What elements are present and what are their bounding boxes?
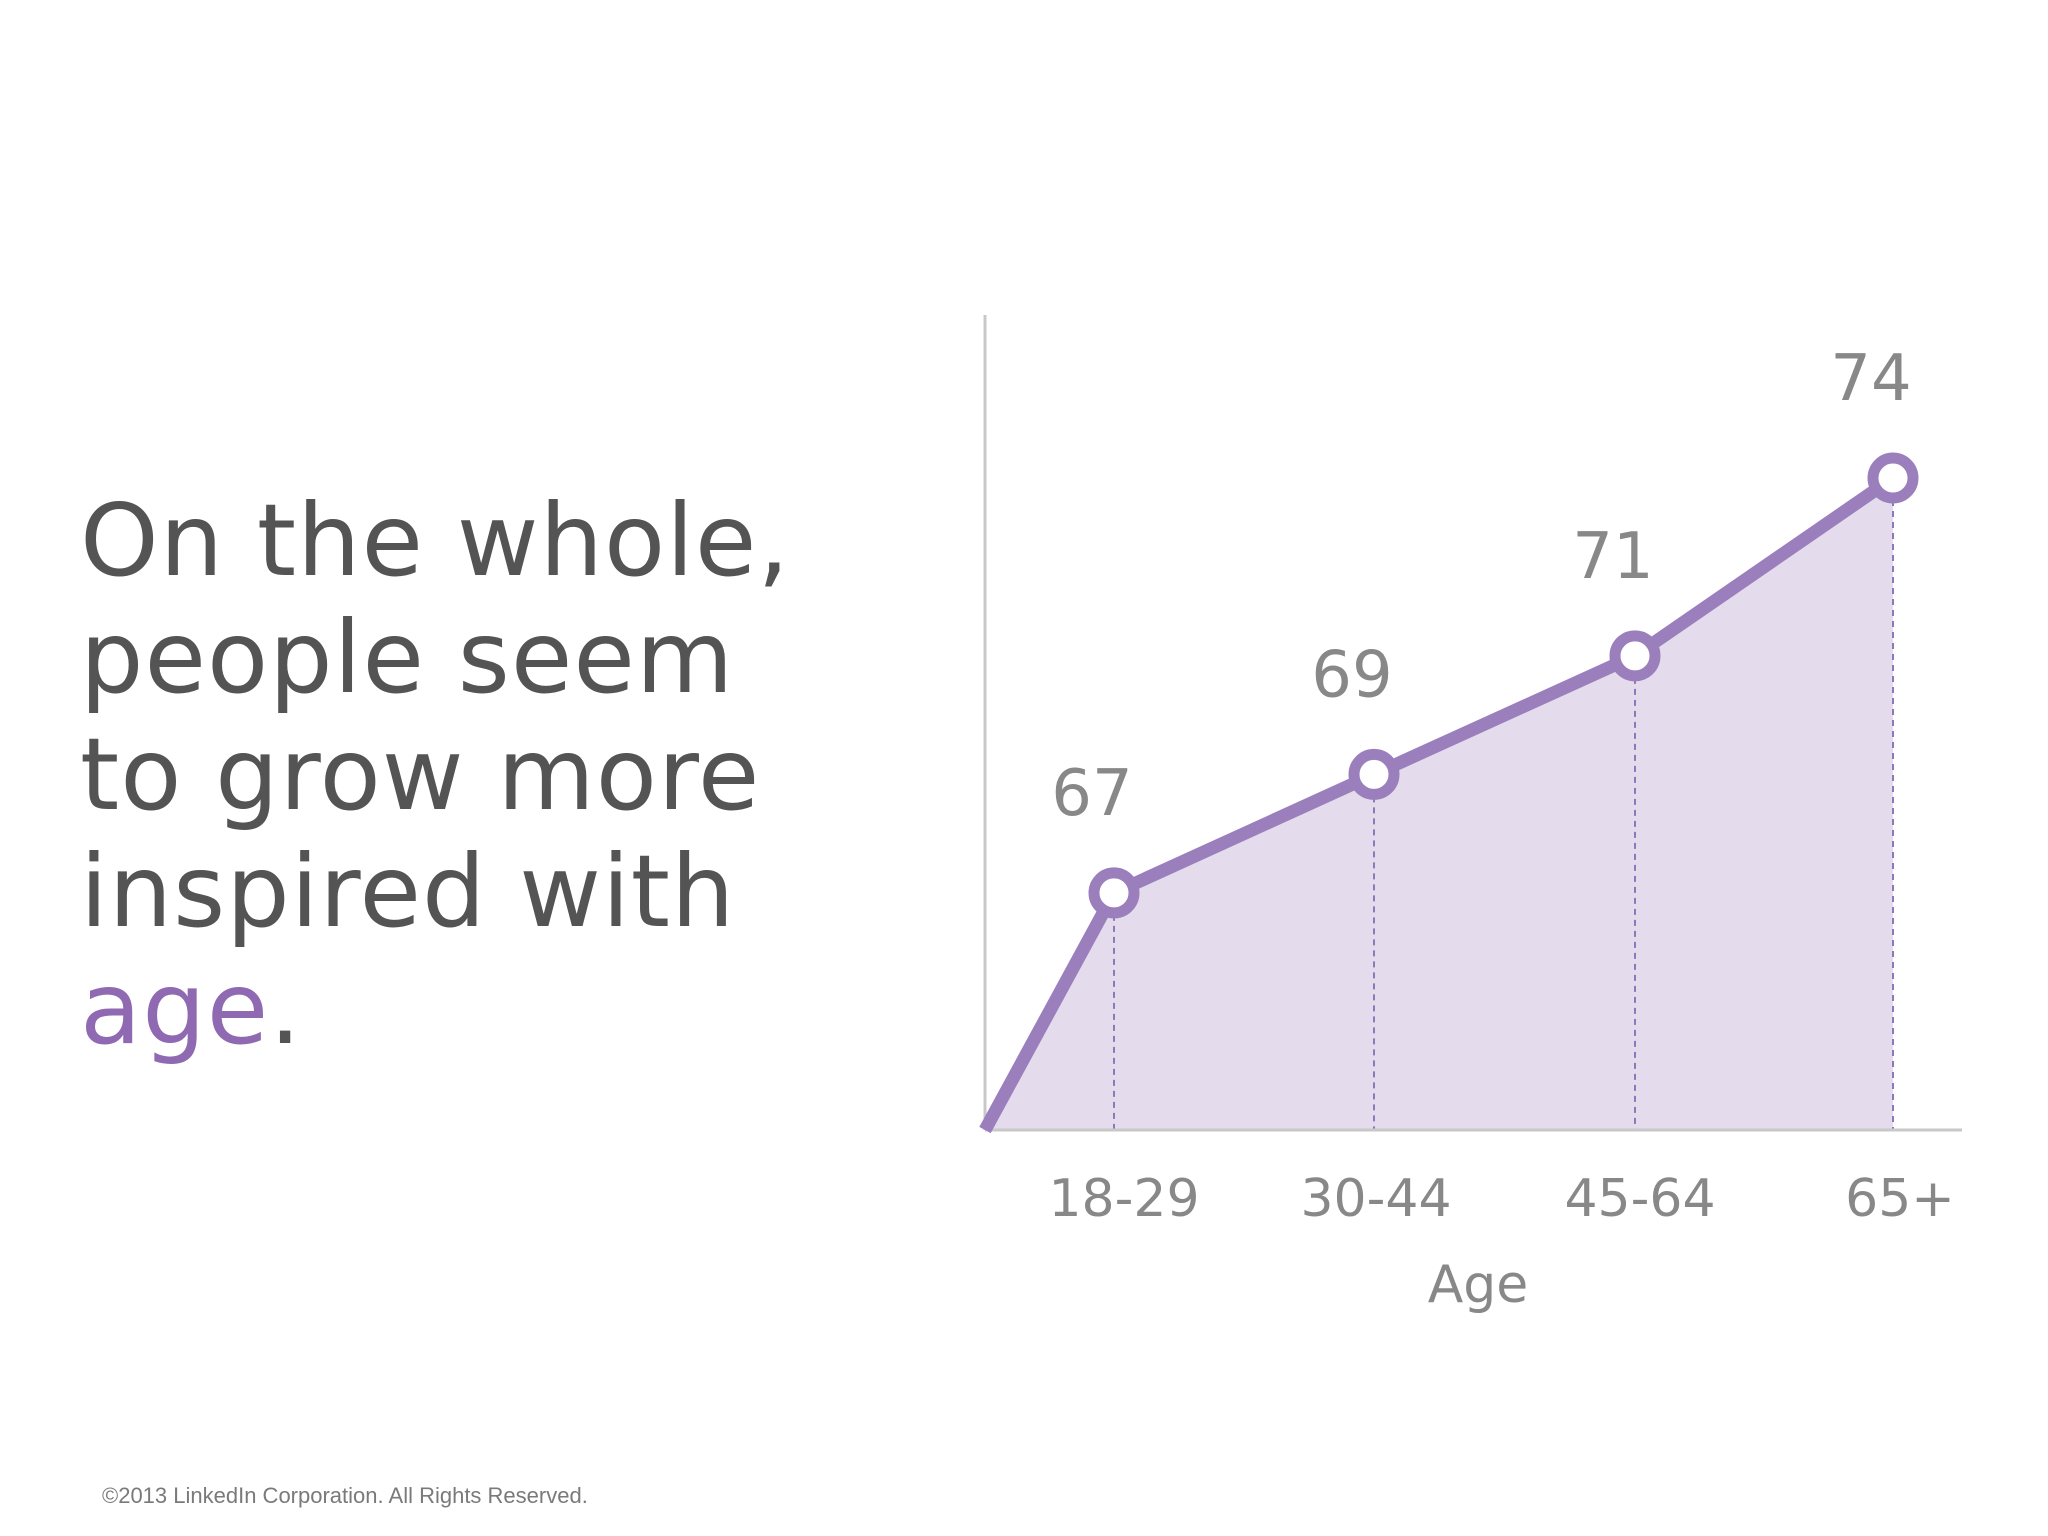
headline-line-4: inspired with [80,833,736,950]
tick-label-30-44: 30-44 [1300,1169,1451,1229]
value-label-18-29: 67 [1051,757,1132,831]
tick-label-65+: 65+ [1845,1169,1955,1229]
chart-value-labels: 67 69 71 74 [1051,342,1911,831]
headline-ending: . [269,950,303,1067]
headline-line-2: people seem [80,599,735,716]
headline: On the whole, people seem to grow more i… [80,482,840,1067]
chart-droplines [1113,478,1894,1130]
headline-line-5: age. [80,950,840,1067]
headline-line-1: On the whole, [80,482,791,599]
tick-label-45-64: 45-64 [1564,1169,1715,1229]
data-point-65+ [1867,452,1919,504]
data-point-18-29 [1088,867,1140,919]
headline-line-3: to grow more [80,716,761,833]
headline-accent-word: age [80,950,270,1067]
value-label-30-44: 69 [1311,638,1392,712]
value-label-45-64: 71 [1572,520,1653,594]
tick-label-18-29: 18-29 [1048,1169,1199,1229]
copyright-footer: ©2013 LinkedIn Corporation. All Rights R… [102,1483,588,1508]
x-axis-tick-labels: 18-29 30-44 45-64 65+ [1048,1169,1954,1229]
data-point-30-44 [1348,748,1400,800]
chart-points [1088,452,1919,919]
x-axis-title: Age [1428,1255,1529,1315]
value-label-65+: 74 [1830,342,1911,416]
data-point-45-64 [1609,630,1661,682]
